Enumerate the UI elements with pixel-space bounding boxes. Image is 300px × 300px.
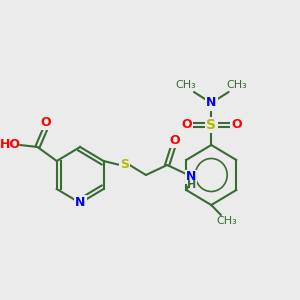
Text: N: N [75,196,85,209]
Text: CH₃: CH₃ [226,80,247,90]
Text: H: H [187,180,196,190]
Text: N: N [186,170,196,184]
Text: CH₃: CH₃ [216,216,237,226]
Text: N: N [206,97,217,110]
Text: S: S [120,158,129,172]
Text: CH₃: CH₃ [176,80,196,90]
Text: O: O [231,118,242,131]
Text: O: O [181,118,191,131]
Text: O: O [169,134,180,148]
Text: S: S [206,118,216,132]
Text: HO: HO [0,139,21,152]
Text: O: O [41,116,51,130]
